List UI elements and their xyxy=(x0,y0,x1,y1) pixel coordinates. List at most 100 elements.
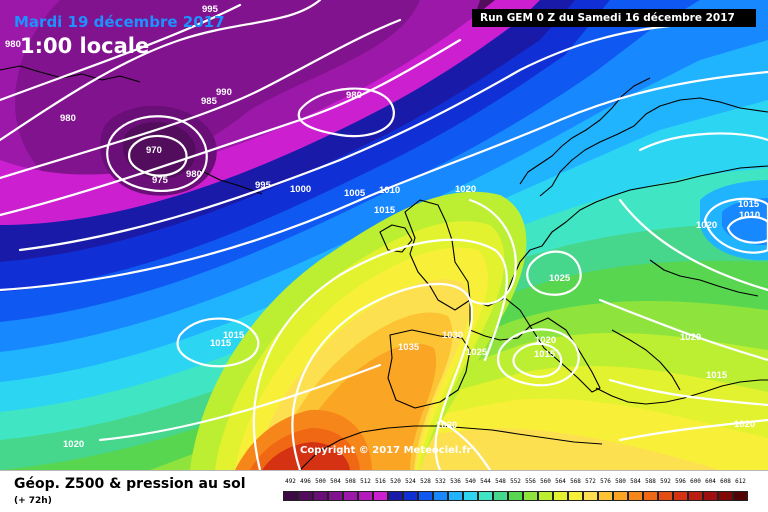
legend-swatch xyxy=(598,491,613,501)
legend-tick-label: 604 xyxy=(705,478,716,485)
legend-tick-label: 572 xyxy=(585,478,596,485)
isobar-label: 1015 xyxy=(534,349,556,360)
legend-tick-label: 528 xyxy=(420,478,431,485)
legend-tick-label: 536 xyxy=(450,478,461,485)
coastline xyxy=(387,329,471,409)
isobar-label: 1000 xyxy=(290,184,311,195)
legend-swatch xyxy=(703,491,718,501)
legend-tick-label: 560 xyxy=(540,478,551,485)
legend-tick-label: 588 xyxy=(645,478,656,485)
isobar-label: 1010 xyxy=(379,185,400,196)
legend-swatch xyxy=(553,491,568,501)
legend-swatch xyxy=(313,491,328,501)
geopotential-field xyxy=(0,0,768,470)
legend-swatch xyxy=(508,491,523,501)
isobar-line xyxy=(608,378,768,407)
legend-swatch xyxy=(463,491,478,501)
run-info: Run GEM 0 Z du Samedi 16 décembre 2017 xyxy=(472,9,756,27)
legend-tick-label: 548 xyxy=(495,478,506,485)
legend-tick-label: 520 xyxy=(390,478,401,485)
legend-swatch xyxy=(433,491,448,501)
isobar-label: 970 xyxy=(146,145,162,156)
coastline xyxy=(0,65,141,83)
isobar-label: 1015 xyxy=(374,205,396,216)
legend-swatch xyxy=(388,491,403,501)
legend-swatch xyxy=(523,491,538,501)
legend-tick-label: 576 xyxy=(600,478,611,485)
isobar-label: 1030 xyxy=(442,330,463,341)
legend-tick-label: 516 xyxy=(375,478,386,485)
legend-swatch xyxy=(328,491,343,501)
legend-tick-label: 524 xyxy=(405,478,416,485)
isobar-line xyxy=(0,70,768,292)
isobar-line xyxy=(512,342,563,378)
legend-swatch xyxy=(658,491,673,501)
isobar-line xyxy=(0,0,322,142)
coastline xyxy=(611,329,681,391)
isobar-label: 995 xyxy=(202,4,219,15)
legend-tick-label: 496 xyxy=(300,478,311,485)
legend-swatch xyxy=(613,491,628,501)
geopotential-band xyxy=(122,122,196,179)
legend-tick-label: 596 xyxy=(675,478,686,485)
isobar-label: 980 xyxy=(186,169,202,180)
isobar-label: 980 xyxy=(5,39,21,50)
geopotential-band xyxy=(722,198,768,246)
isobar-line xyxy=(18,23,682,252)
legend-swatch xyxy=(403,491,418,501)
isobar-label: 1020 xyxy=(455,184,476,195)
legend-swatch xyxy=(283,491,298,501)
legend-swatch xyxy=(298,491,313,501)
isobar-label: 1020 xyxy=(680,332,701,343)
legend-tick-label: 564 xyxy=(555,478,566,485)
legend-swatch xyxy=(343,491,358,501)
isobar-line xyxy=(98,363,382,442)
isobar-label: 1030 xyxy=(436,420,457,431)
local-time: 1:00 locale xyxy=(20,34,150,58)
isobar-line xyxy=(618,198,768,292)
legend-tick-label: 492 xyxy=(285,478,296,485)
legend-swatch xyxy=(673,491,688,501)
coastline xyxy=(504,165,768,299)
isobar-label: 1035 xyxy=(398,342,420,353)
legend-tick-label: 508 xyxy=(345,478,356,485)
legend-swatch xyxy=(628,491,643,501)
isobar-line xyxy=(726,215,768,244)
coastline xyxy=(539,97,768,197)
legend-swatch xyxy=(718,491,733,501)
legend-swatch xyxy=(583,491,598,501)
isobar-label: 1025 xyxy=(549,273,571,284)
isobar-label: 980 xyxy=(60,113,76,124)
isobar-label: 1005 xyxy=(344,188,366,199)
coastline xyxy=(529,317,601,393)
legend-tick-label: 584 xyxy=(630,478,641,485)
legend-swatch xyxy=(688,491,703,501)
isobar-label: 975 xyxy=(152,175,169,186)
legend-swatch xyxy=(478,491,493,501)
isobar-label: 1015 xyxy=(210,338,232,349)
isobar-label: 1020 xyxy=(696,220,717,231)
legend-tick-label: 504 xyxy=(330,478,341,485)
map-footer: Géop. Z500 & pression au sol (+ 72h) 492… xyxy=(0,470,768,512)
isobar-line xyxy=(0,3,242,102)
isobar-label: 1015 xyxy=(706,370,728,381)
forecast-range: (+ 72h) xyxy=(14,496,52,506)
isobar-line xyxy=(128,134,188,177)
legend-swatch xyxy=(373,491,388,501)
coastlines xyxy=(0,65,768,470)
legend-swatch xyxy=(538,491,553,501)
coastline xyxy=(649,259,759,297)
legend-swatch xyxy=(568,491,583,501)
coastline xyxy=(199,169,263,195)
copyright-notice: Copyright © 2017 Meteociel.fr xyxy=(300,445,472,456)
isobar-line xyxy=(106,115,208,192)
isobar-label: 1015 xyxy=(223,330,245,341)
legend-tick-label: 580 xyxy=(615,478,626,485)
isobar-line xyxy=(468,198,517,305)
isobar-line xyxy=(297,87,395,138)
isobar-line xyxy=(526,250,582,296)
isobar-label: 1010 xyxy=(739,210,760,221)
isobar-line xyxy=(638,132,768,152)
